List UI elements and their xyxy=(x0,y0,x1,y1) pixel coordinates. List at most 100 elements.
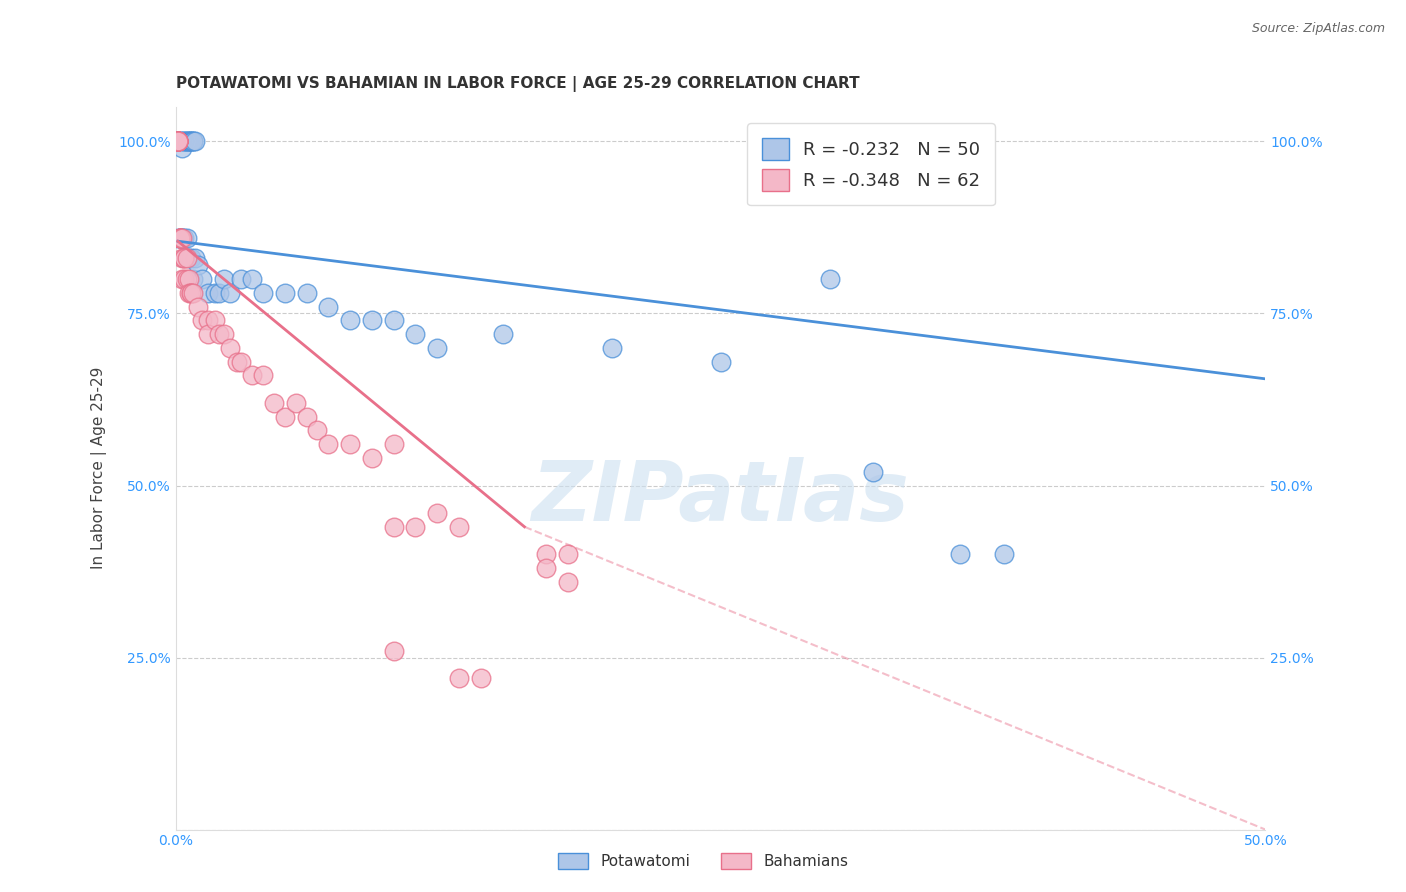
Point xyxy=(470,671,492,685)
Point xyxy=(169,231,191,245)
Point xyxy=(181,272,204,286)
Point xyxy=(176,135,198,149)
Point xyxy=(172,231,194,245)
Point xyxy=(382,313,405,327)
Point xyxy=(284,396,307,410)
Point xyxy=(180,252,202,266)
Y-axis label: In Labor Force | Age 25-29: In Labor Force | Age 25-29 xyxy=(91,368,107,569)
Point xyxy=(426,341,449,355)
Point xyxy=(252,285,274,300)
Point xyxy=(167,135,190,149)
Point xyxy=(180,135,202,149)
Point xyxy=(191,313,214,327)
Point xyxy=(197,327,219,342)
Point xyxy=(180,135,202,149)
Point xyxy=(231,272,253,286)
Point xyxy=(169,231,191,245)
Point xyxy=(172,141,194,155)
Point xyxy=(167,135,190,149)
Point xyxy=(173,135,195,149)
Text: POTAWATOMI VS BAHAMIAN IN LABOR FORCE | AGE 25-29 CORRELATION CHART: POTAWATOMI VS BAHAMIAN IN LABOR FORCE | … xyxy=(176,76,859,92)
Point xyxy=(219,285,242,300)
Point xyxy=(167,135,190,149)
Point xyxy=(167,135,190,149)
Point xyxy=(295,409,318,424)
Point xyxy=(184,252,207,266)
Point xyxy=(204,285,226,300)
Point xyxy=(208,285,231,300)
Point xyxy=(169,231,191,245)
Point xyxy=(405,520,427,534)
Point xyxy=(167,135,190,149)
Point xyxy=(318,437,340,451)
Point xyxy=(557,574,579,589)
Point xyxy=(172,231,194,245)
Point xyxy=(197,285,219,300)
Point xyxy=(862,465,884,479)
Point xyxy=(307,424,329,438)
Point xyxy=(318,300,340,314)
Point xyxy=(181,135,204,149)
Point xyxy=(167,231,190,245)
Point xyxy=(177,285,200,300)
Point xyxy=(274,409,297,424)
Point xyxy=(167,135,190,149)
Point xyxy=(172,272,194,286)
Point xyxy=(177,272,200,286)
Point xyxy=(176,272,198,286)
Point xyxy=(231,354,253,368)
Point xyxy=(173,135,195,149)
Point xyxy=(181,135,204,149)
Point xyxy=(212,272,235,286)
Point xyxy=(177,135,200,149)
Point xyxy=(600,341,623,355)
Point xyxy=(447,671,470,685)
Point xyxy=(173,272,195,286)
Point xyxy=(169,231,191,245)
Legend: Potawatomi, Bahamians: Potawatomi, Bahamians xyxy=(551,847,855,875)
Point xyxy=(167,135,190,149)
Point xyxy=(169,135,191,149)
Point xyxy=(176,252,198,266)
Point xyxy=(186,300,209,314)
Point xyxy=(177,252,200,266)
Point xyxy=(191,272,214,286)
Point xyxy=(339,437,361,451)
Point xyxy=(177,135,200,149)
Point xyxy=(274,285,297,300)
Point xyxy=(176,231,198,245)
Point xyxy=(167,135,190,149)
Point xyxy=(208,327,231,342)
Point xyxy=(169,231,191,245)
Point xyxy=(180,285,202,300)
Point xyxy=(818,272,841,286)
Point xyxy=(212,327,235,342)
Point xyxy=(295,285,318,300)
Point xyxy=(204,313,226,327)
Point xyxy=(993,547,1015,561)
Point xyxy=(173,231,195,245)
Point xyxy=(492,327,515,342)
Point xyxy=(426,506,449,520)
Point xyxy=(172,231,194,245)
Point xyxy=(167,135,190,149)
Point xyxy=(176,135,198,149)
Point xyxy=(382,520,405,534)
Point xyxy=(167,135,190,149)
Text: ZIPatlas: ZIPatlas xyxy=(531,457,910,538)
Point xyxy=(360,313,382,327)
Point xyxy=(167,135,190,149)
Point xyxy=(534,547,557,561)
Point xyxy=(252,368,274,383)
Point xyxy=(447,520,470,534)
Legend: R = -0.232   N = 50, R = -0.348   N = 62: R = -0.232 N = 50, R = -0.348 N = 62 xyxy=(748,123,995,205)
Point xyxy=(339,313,361,327)
Point xyxy=(219,341,242,355)
Text: Source: ZipAtlas.com: Source: ZipAtlas.com xyxy=(1251,22,1385,36)
Point xyxy=(263,396,285,410)
Point xyxy=(197,313,219,327)
Point xyxy=(180,285,202,300)
Point xyxy=(173,252,195,266)
Point xyxy=(167,135,190,149)
Point xyxy=(240,368,263,383)
